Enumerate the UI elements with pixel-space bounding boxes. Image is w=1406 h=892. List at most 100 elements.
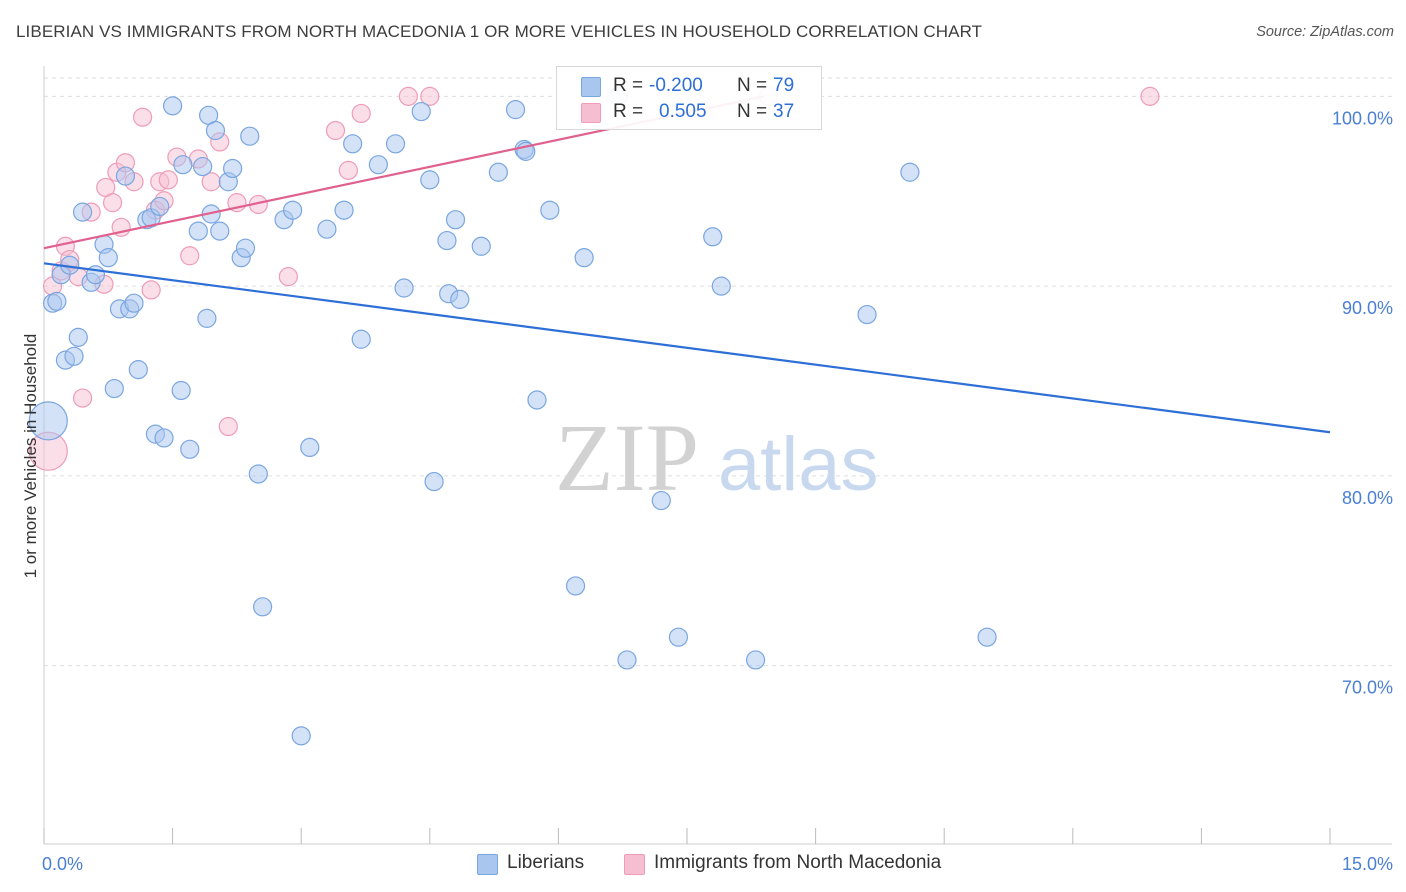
liberians-point <box>240 126 260 146</box>
liberians-point <box>617 650 637 670</box>
legend-swatch-blue <box>581 77 601 97</box>
legend-n-label: N = <box>737 75 768 96</box>
chart-title: LIBERIAN VS IMMIGRANTS FROM NORTH MACEDO… <box>16 22 983 41</box>
liberians-point <box>703 227 723 247</box>
correlation-legend: R = -0.200 N = 79 R = 0.505 N = 37 <box>556 66 822 130</box>
liberians-point <box>711 276 731 296</box>
liberians-point <box>334 200 354 220</box>
macedonia-point <box>132 107 153 127</box>
y-tick-label: 70.0% <box>1342 678 1393 698</box>
watermark-atlas: atlas <box>718 422 879 507</box>
legend-n-label: N = <box>737 101 768 122</box>
liberians-point <box>197 308 217 328</box>
series-swatch-pink <box>624 854 645 875</box>
series-swatch-blue <box>477 854 498 875</box>
liberians-point <box>173 155 193 175</box>
legend-n-value: 37 <box>773 101 795 122</box>
liberians-point <box>411 101 431 122</box>
macedonia-point <box>72 388 93 408</box>
liberians-point <box>223 158 243 179</box>
liberians-point <box>565 576 586 596</box>
legend-n-value: 79 <box>773 75 795 96</box>
macedonia-point <box>325 120 346 141</box>
liberians-point <box>527 390 547 410</box>
y-axis-label: 1 or more Vehicles in Household <box>21 334 40 579</box>
macedonia-point <box>351 103 371 124</box>
liberians-point <box>28 401 68 441</box>
liberians-point <box>150 196 170 217</box>
liberians-point <box>128 360 148 380</box>
liberians-point <box>98 248 118 268</box>
liberians-point <box>437 230 457 251</box>
y-tick-label: 80.0% <box>1342 488 1393 508</box>
liberians-point <box>574 248 594 268</box>
liberians-point <box>385 134 406 154</box>
macedonia-point <box>218 416 238 437</box>
liberians-point <box>420 170 440 190</box>
liberians-point <box>64 346 84 366</box>
legend-swatch-pink <box>581 103 601 123</box>
macedonia-point <box>398 86 418 106</box>
liberians-trend-line <box>43 262 1331 434</box>
liberians-point <box>115 166 136 186</box>
y-tick-label: 100.0% <box>1332 108 1393 128</box>
liberians-point <box>445 210 466 230</box>
liberians-point <box>104 378 124 399</box>
liberians-point <box>163 96 183 116</box>
liberians-point <box>368 155 388 175</box>
legend-r-label: R = <box>613 101 644 122</box>
liberians-point <box>351 329 371 349</box>
liberians-point <box>317 219 337 239</box>
liberians-point <box>124 293 144 313</box>
grid-layer <box>44 77 1392 667</box>
y-tick-label: 90.0% <box>1342 298 1393 318</box>
liberians-point <box>488 162 508 182</box>
macedonia-point <box>141 280 161 300</box>
series-legend: Liberians Immigrants from North Macedoni… <box>0 852 1406 878</box>
macedonia-point <box>420 86 440 106</box>
liberians-point <box>450 289 470 309</box>
macedonia-point <box>180 246 200 266</box>
liberians-point <box>471 236 491 256</box>
axis-layer: 100.0% 90.0% 80.0% 70.0% 0.0% 15.0% <box>42 66 1393 874</box>
liberians-point <box>72 202 93 222</box>
liberians-point <box>205 120 226 141</box>
liberians-point <box>300 437 320 458</box>
liberians-point <box>235 238 256 258</box>
liberians-point <box>343 134 363 154</box>
liberians-point <box>540 200 560 220</box>
legend-r-label: R = <box>613 75 644 96</box>
liberians-point <box>210 221 230 241</box>
series-label: Liberians <box>507 852 585 873</box>
liberians-point <box>857 304 877 325</box>
liberians-point <box>394 278 414 298</box>
liberians-point <box>171 380 191 401</box>
x-tick-label: 15.0% <box>1342 854 1393 874</box>
macedonia-point <box>278 267 298 287</box>
legend-r-value: -0.200 <box>649 75 703 96</box>
liberians-point <box>291 726 311 746</box>
liberians-point <box>193 156 213 177</box>
watermark-zip: ZIP <box>555 404 699 511</box>
liberians-point <box>248 464 268 484</box>
liberians-point <box>283 200 303 220</box>
macedonia-point <box>158 170 178 190</box>
liberians-point <box>424 471 444 492</box>
liberians-point <box>180 439 200 459</box>
source-label: Source: ZipAtlas.com <box>1256 24 1394 40</box>
liberians-point <box>977 627 997 647</box>
watermark: ZIP atlas <box>555 404 879 511</box>
legend-r-value: 0.505 <box>659 101 707 122</box>
macedonia-point <box>338 160 358 180</box>
liberians-point <box>154 428 174 448</box>
liberians-point <box>47 291 67 311</box>
liberians-point <box>253 597 273 617</box>
liberians-point <box>668 627 689 647</box>
x-tick-label: 0.0% <box>42 854 83 874</box>
liberians-point <box>505 100 526 120</box>
liberians-point <box>745 650 766 670</box>
series-label: Immigrants from North Macedonia <box>654 852 942 873</box>
liberians-point <box>651 490 671 511</box>
liberians-point <box>900 162 920 182</box>
